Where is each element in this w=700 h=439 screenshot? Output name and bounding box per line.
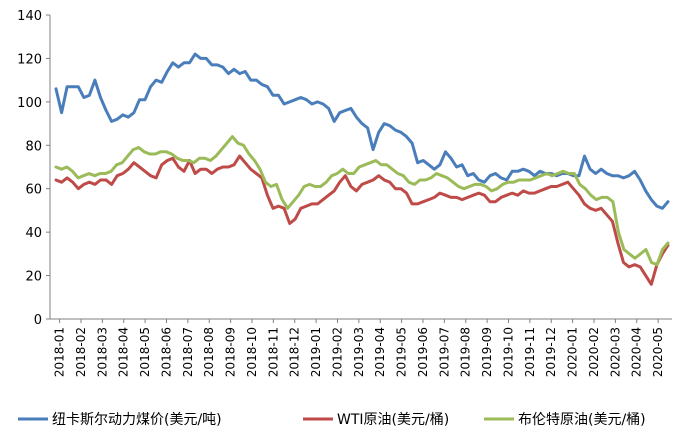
x-tick-label: 2018-12 (288, 327, 302, 377)
series-line-2 (54, 135, 670, 267)
x-tick-label: 2018-10 (245, 327, 259, 377)
x-tick-label: 2019-06 (416, 327, 430, 377)
x-tick-label: 2018-06 (159, 327, 173, 377)
y-tick-label: 20 (25, 270, 42, 285)
x-tick-labels: 2018-01 2018-02 2018-03 2018-04 2018-05 2018-… (53, 327, 665, 377)
y-tick-label: 60 (25, 183, 42, 198)
x-tick-label: 2019-01 (309, 327, 323, 377)
x-tick-label: 2019-03 (352, 327, 366, 377)
series-line-1 (54, 154, 670, 286)
x-tick-label: 2018-08 (202, 327, 216, 377)
x-tick-label: 2018-04 (117, 327, 131, 377)
y-tick-label: 0 (34, 313, 42, 328)
x-tick-label: 2018-07 (181, 327, 195, 377)
y-tick-labels: 0 20 40 60 80 100 120 140 (17, 9, 42, 328)
x-tick-label: 2018-09 (224, 327, 238, 377)
y-tick-label: 120 (17, 52, 42, 67)
y-tick-label: 140 (17, 9, 42, 24)
x-tick-label: 2020-04 (630, 327, 644, 377)
x-tick-label: 2019-08 (459, 327, 473, 377)
x-tick-label: 2019-12 (544, 327, 558, 377)
legend-label-2: 布伦特原油(美元/桶) (518, 412, 646, 428)
x-tick-label: 2018-01 (53, 327, 67, 377)
x-tick-label: 2019-04 (373, 327, 387, 377)
x-tick-label: 2020-03 (608, 327, 622, 377)
y-tick-label: 100 (17, 96, 42, 111)
x-tick-label: 2019-11 (523, 327, 537, 377)
axes (46, 14, 672, 323)
series-lines (54, 52, 670, 286)
x-tick-label: 2020-02 (587, 327, 601, 377)
y-tick-label: 40 (25, 226, 42, 241)
x-tick-label: 2019-10 (501, 327, 515, 377)
x-tick-label: 2018-05 (138, 327, 152, 377)
x-tick-label: 2018-11 (266, 327, 280, 377)
x-tick-label: 2019-09 (480, 327, 494, 377)
legend-label-0: 纽卡斯尔动力煤价(美元/吨) (52, 412, 222, 428)
legend-label-1: WTI原油(美元/桶) (337, 412, 449, 428)
x-tick-label: 2020-05 (651, 327, 665, 377)
x-tick-label: 2020-01 (566, 327, 580, 377)
y-tick-label: 80 (25, 139, 42, 154)
x-tick-label: 2018-03 (95, 327, 109, 377)
legend: 纽卡斯尔动力煤价(美元/吨) WTI原油(美元/桶) 布伦特原油(美元/桶) (18, 412, 646, 428)
x-tick-label: 2019-05 (395, 327, 409, 377)
x-tick-label: 2019-02 (330, 327, 344, 377)
x-tick-label: 2019-07 (437, 327, 451, 377)
x-tick-label: 2018-02 (74, 327, 88, 377)
